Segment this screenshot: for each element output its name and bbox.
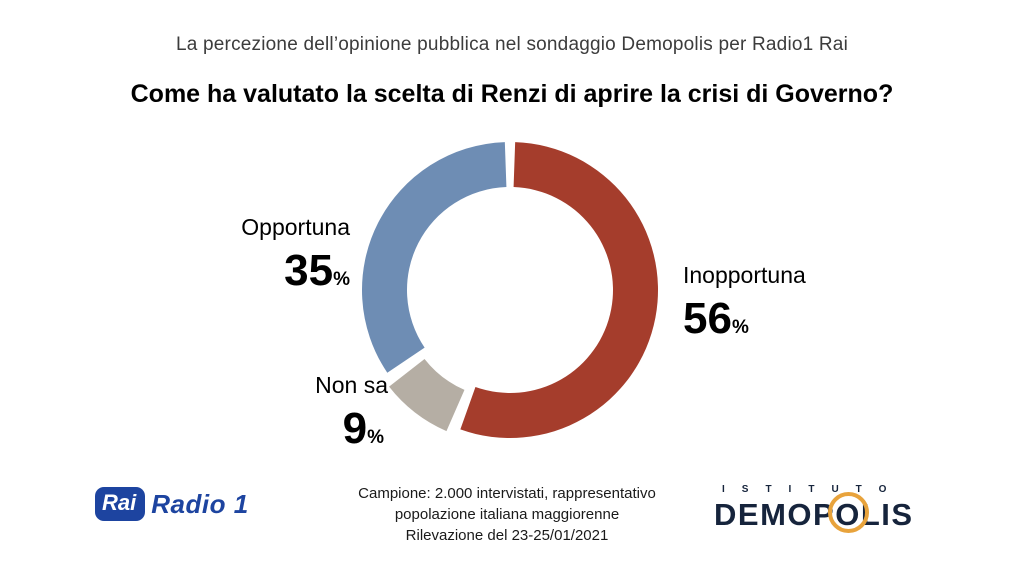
- opportuna-label: Opportuna: [241, 214, 350, 240]
- demopolis-orange-ring-o: O: [828, 492, 869, 533]
- sample-note: Campione: 2.000 intervistati, rappresent…: [312, 483, 702, 546]
- demopolis-name-post: LIS: [860, 497, 914, 532]
- rai-logo-box: Rai: [95, 487, 146, 521]
- donut-chart-wrap: [358, 138, 662, 442]
- demopolis-logo-istituto: ISTITUTO: [722, 484, 904, 495]
- non-sa-label: Non sa: [315, 372, 388, 398]
- demopolis-logo: ISTITUTO DEMOPOLIS: [714, 484, 940, 533]
- sample-note-line2: popolazione italiana maggiorenne: [394, 506, 620, 523]
- opportuna-value: 35: [284, 246, 334, 295]
- inopportuna-label: Inopportuna: [683, 262, 806, 288]
- sample-note-line3: Rilevazione del 23-25/01/2021: [405, 527, 609, 544]
- non-sa-percent-sign: %: [367, 427, 384, 448]
- demopolis-logo-name: DEMOPOLIS: [714, 492, 940, 533]
- donut-chart: [361, 142, 659, 438]
- label-inopportuna: Inopportuna 56%: [683, 262, 913, 341]
- slide-subtitle: La percezione dell’opinione pubblica nel…: [176, 34, 848, 55]
- inopportuna-value: 56: [683, 294, 732, 343]
- inopportuna-percent-sign: %: [731, 317, 749, 338]
- donut-slice-opportuna: [361, 142, 507, 373]
- opportuna-value-row: 35%: [120, 249, 350, 293]
- non-sa-value: 9: [342, 404, 368, 453]
- sample-note-line1: Campione: 2.000 intervistati, rappresent…: [358, 485, 656, 502]
- rai-logo-word: Radio 1: [151, 488, 249, 519]
- opportuna-percent-sign: %: [333, 269, 350, 290]
- inopportuna-value-row: 56%: [683, 297, 913, 341]
- label-non-sa: Non sa 9%: [160, 372, 388, 451]
- label-opportuna: Opportuna 35%: [120, 214, 350, 293]
- demopolis-name-pre: DEMOP: [714, 497, 836, 532]
- donut-slice-inopportuna: [460, 142, 659, 438]
- non-sa-value-row: 9%: [160, 407, 388, 451]
- donut-slice-non-sa: [389, 358, 465, 432]
- rai-radio1-logo: Rai Radio 1: [95, 487, 249, 521]
- slide-title: Come ha valutato la scelta di Renzi di a…: [130, 80, 894, 108]
